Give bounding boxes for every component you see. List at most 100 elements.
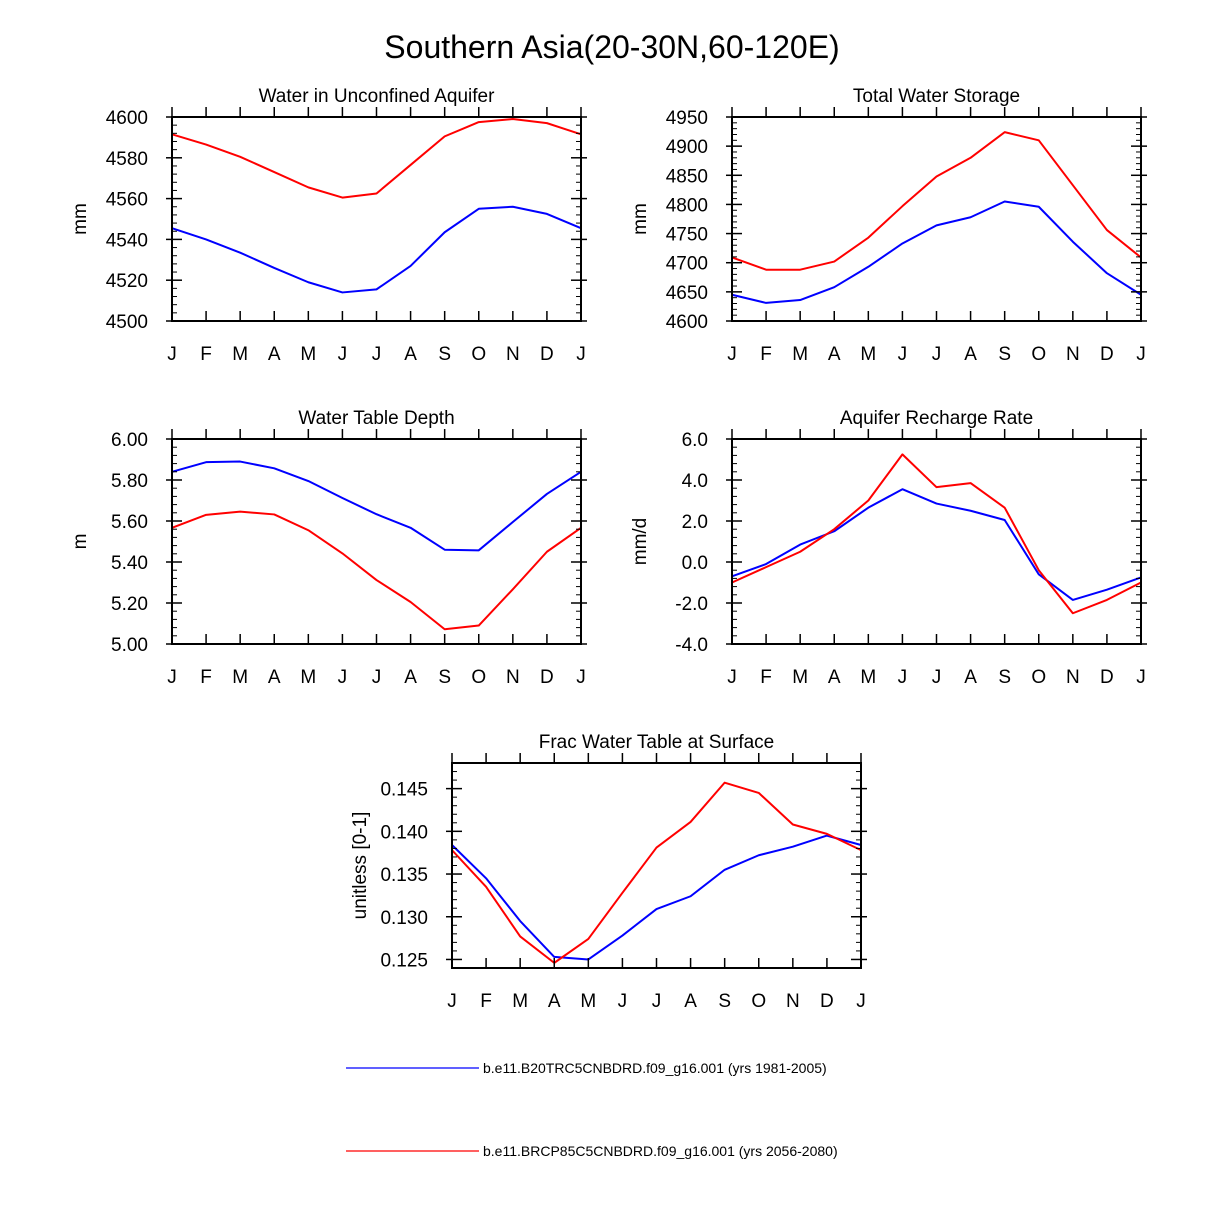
x-tick-label: F (760, 667, 772, 688)
plot-frame (731, 438, 1142, 645)
x-tick-label: D (540, 344, 554, 365)
plot-frame (731, 116, 1142, 322)
x-tick-label: M (860, 667, 876, 688)
y-tick-label: 0.125 (380, 950, 428, 971)
x-tick-label: M (232, 667, 248, 688)
series-line-2 (171, 510, 582, 631)
legend: b.e11.B20TRC5CNBDRD.f09_g16.001 (yrs 198… (346, 1060, 838, 1159)
x-tick-label: F (200, 344, 212, 365)
y-tick-label: 4700 (666, 254, 708, 275)
x-tick-label: J (898, 344, 908, 365)
series-line-2 (731, 131, 1142, 271)
x-tick-label: D (1100, 344, 1114, 365)
x-tick-label: J (932, 344, 942, 365)
x-tick-label: S (718, 991, 731, 1012)
series-line-1 (451, 834, 862, 961)
y-tick-label: 4580 (106, 149, 148, 170)
x-tick-label: J (167, 344, 177, 365)
x-tick-label: S (998, 667, 1011, 688)
series-line-1 (171, 205, 582, 294)
series-line-2 (171, 118, 582, 199)
y-tick-label: 4540 (106, 230, 148, 251)
x-tick-label: F (200, 667, 212, 688)
panel-title: Aquifer Recharge Rate (840, 408, 1033, 429)
series-line-1 (731, 488, 1142, 601)
x-tick-label: J (727, 667, 737, 688)
x-tick-label: D (820, 991, 834, 1012)
y-tick-label: 4800 (666, 195, 708, 216)
x-tick-label: J (932, 667, 942, 688)
x-tick-label: O (1031, 344, 1046, 365)
x-tick-label: O (471, 667, 486, 688)
plot-frame (171, 438, 582, 645)
x-tick-label: J (1136, 667, 1146, 688)
y-tick-label: 6.00 (111, 430, 148, 451)
y-axis-label: mm/d (630, 518, 651, 566)
x-tick-label: J (338, 667, 348, 688)
x-tick-label: A (964, 344, 977, 365)
series-line-1 (171, 460, 582, 552)
x-tick-label: D (1100, 667, 1114, 688)
x-tick-label: J (447, 991, 457, 1012)
x-tick-label: N (1066, 344, 1080, 365)
y-tick-label: 5.60 (111, 512, 148, 533)
y-axis-label: mm (630, 203, 651, 235)
y-tick-label: 4950 (666, 108, 708, 129)
y-tick-label: 0.140 (380, 822, 428, 843)
plot-frame (171, 116, 582, 322)
y-tick-label: 4850 (666, 166, 708, 187)
y-tick-label: 2.0 (682, 512, 708, 533)
x-tick-label: M (300, 667, 316, 688)
x-tick-label: A (268, 344, 281, 365)
y-tick-label: 0.130 (380, 908, 428, 929)
x-tick-label: A (548, 991, 561, 1012)
x-tick-label: M (300, 344, 316, 365)
series-line-2 (451, 781, 862, 964)
x-tick-label: J (856, 991, 866, 1012)
figure-title: Southern Asia(20-30N,60-120E) (384, 29, 839, 65)
y-tick-label: 0.135 (380, 865, 428, 886)
y-tick-label: 5.00 (111, 635, 148, 656)
panel-5: Frac Water Table at Surface unitless [0-1… (350, 732, 867, 1012)
x-tick-label: J (167, 667, 177, 688)
y-tick-label: 4650 (666, 283, 708, 304)
x-tick-label: J (576, 344, 586, 365)
x-tick-label: D (540, 667, 554, 688)
x-tick-label: N (786, 991, 800, 1012)
x-tick-label: A (828, 344, 841, 365)
x-tick-label: J (898, 667, 908, 688)
x-tick-label: A (404, 344, 417, 365)
plot-frame (451, 762, 862, 969)
y-tick-label: 5.20 (111, 594, 148, 615)
panel-title: Water Table Depth (298, 408, 454, 429)
y-tick-label: 5.40 (111, 553, 148, 574)
x-tick-label: F (760, 344, 772, 365)
y-tick-label: 4520 (106, 271, 148, 292)
y-axis-label: m (70, 534, 91, 550)
x-tick-label: J (338, 344, 348, 365)
series-line-2 (731, 453, 1142, 615)
x-tick-label: M (792, 667, 808, 688)
x-tick-label: A (684, 991, 697, 1012)
y-tick-label: 6.0 (682, 430, 708, 451)
y-axis-label: mm (70, 203, 91, 235)
y-tick-label: 5.80 (111, 471, 148, 492)
x-tick-label: N (1066, 667, 1080, 688)
x-tick-label: A (268, 667, 281, 688)
x-tick-label: A (828, 667, 841, 688)
x-tick-label: J (372, 344, 382, 365)
x-tick-label: J (727, 344, 737, 365)
x-tick-label: O (1031, 667, 1046, 688)
panel-title: Total Water Storage (853, 86, 1020, 107)
x-tick-label: S (998, 344, 1011, 365)
x-tick-label: M (860, 344, 876, 365)
y-axis-label: unitless [0-1] (350, 812, 371, 920)
legend-label-1: b.e11.B20TRC5CNBDRD.f09_g16.001 (yrs 198… (483, 1060, 827, 1076)
x-tick-label: O (471, 344, 486, 365)
